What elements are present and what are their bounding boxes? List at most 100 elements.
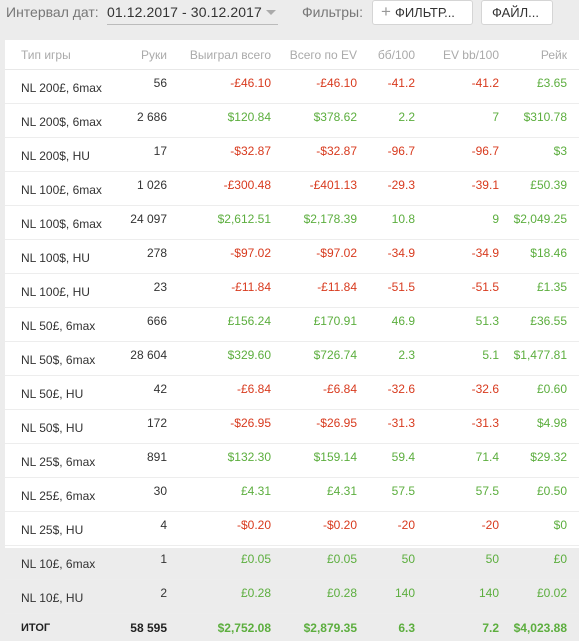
won-total-cell: -$32.87 bbox=[179, 138, 283, 172]
hands-cell: 2 686 bbox=[109, 104, 179, 138]
ev-bb-100-cell: 71.4 bbox=[427, 444, 511, 478]
hands-cell: 1 bbox=[109, 546, 179, 580]
won-total-cell: £4.31 bbox=[179, 478, 283, 512]
game-type-cell: ИТОГ bbox=[5, 614, 109, 641]
rake-cell: $4.98 bbox=[511, 410, 579, 444]
game-type-cell: NL 10£, HU bbox=[5, 580, 109, 614]
ev-bb-100-cell: 7.2 bbox=[427, 614, 511, 641]
ev-bb-100-cell: -41.2 bbox=[427, 70, 511, 104]
hands-cell: 56 bbox=[109, 70, 179, 104]
game-type-stats-table: Тип игры Руки Выиграл всего Всего по EV … bbox=[5, 40, 579, 641]
column-header-ev-bb-100[interactable]: EV bb/100 bbox=[427, 40, 511, 70]
hands-cell: 278 bbox=[109, 240, 179, 274]
column-header-total-ev[interactable]: Всего по EV bbox=[283, 40, 369, 70]
bb-100-cell: -32.6 bbox=[369, 376, 427, 410]
total-ev-cell: £0.05 bbox=[283, 546, 369, 580]
won-total-cell: $120.84 bbox=[179, 104, 283, 138]
total-ev-cell: -$0.20 bbox=[283, 512, 369, 546]
won-total-cell: -$26.95 bbox=[179, 410, 283, 444]
total-ev-cell: $726.74 bbox=[283, 342, 369, 376]
column-header-won-total[interactable]: Выиграл всего bbox=[179, 40, 283, 70]
game-type-cell: NL 100£, HU bbox=[5, 274, 109, 308]
hands-cell: 30 bbox=[109, 478, 179, 512]
ev-bb-100-cell: 50 bbox=[427, 546, 511, 580]
won-total-cell: $2,612.51 bbox=[179, 206, 283, 240]
hands-cell: 666 bbox=[109, 308, 179, 342]
won-total-cell: $132.30 bbox=[179, 444, 283, 478]
won-total-cell: -£11.84 bbox=[179, 274, 283, 308]
hands-cell: 891 bbox=[109, 444, 179, 478]
game-type-cell: NL 100£, 6max bbox=[5, 172, 109, 206]
bb-100-cell: 46.9 bbox=[369, 308, 427, 342]
won-total-cell: -£6.84 bbox=[179, 376, 283, 410]
rake-cell: $0 bbox=[511, 512, 579, 546]
total-ev-cell: -$97.02 bbox=[283, 240, 369, 274]
rake-cell: $29.32 bbox=[511, 444, 579, 478]
column-header-bb-100[interactable]: бб/100 bbox=[369, 40, 427, 70]
ev-bb-100-cell: -96.7 bbox=[427, 138, 511, 172]
bb-100-cell: 6.3 bbox=[369, 614, 427, 641]
game-type-cell: NL 200$, HU bbox=[5, 138, 109, 172]
hands-cell: 2 bbox=[109, 580, 179, 614]
hands-cell: 17 bbox=[109, 138, 179, 172]
game-type-cell: NL 50£, 6max bbox=[5, 308, 109, 342]
column-header-rake[interactable]: Рейк bbox=[511, 40, 579, 70]
date-range-value: 01.12.2017 - 30.12.2017 bbox=[107, 4, 262, 20]
ev-bb-100-cell: 5.1 bbox=[427, 342, 511, 376]
table-header-row: Тип игры Руки Выиграл всего Всего по EV … bbox=[5, 40, 579, 70]
file-button-label: ФАЙЛ... bbox=[492, 5, 539, 20]
ev-bb-100-cell: 51.3 bbox=[427, 308, 511, 342]
rake-cell: $1,477.81 bbox=[511, 342, 579, 376]
toolbar: Интервал дат: 01.12.2017 - 30.12.2017 Фи… bbox=[0, 0, 579, 30]
bb-100-cell: 10.8 bbox=[369, 206, 427, 240]
total-ev-cell: -£46.10 bbox=[283, 70, 369, 104]
won-total-cell: £0.05 bbox=[179, 546, 283, 580]
total-ev-cell: -$32.87 bbox=[283, 138, 369, 172]
column-header-hands[interactable]: Руки bbox=[109, 40, 179, 70]
total-ev-cell: -£11.84 bbox=[283, 274, 369, 308]
ev-bb-100-cell: 57.5 bbox=[427, 478, 511, 512]
total-ev-cell: -£401.13 bbox=[283, 172, 369, 206]
chevron-down-icon bbox=[266, 10, 276, 15]
bb-100-cell: 2.3 bbox=[369, 342, 427, 376]
bb-100-cell: -41.2 bbox=[369, 70, 427, 104]
date-range-picker[interactable]: 01.12.2017 - 30.12.2017 bbox=[107, 2, 278, 25]
game-type-cell: NL 25$, HU bbox=[5, 512, 109, 546]
game-type-cell: NL 10£, 6max bbox=[5, 546, 109, 580]
game-type-cell: NL 50$, 6max bbox=[5, 342, 109, 376]
column-header-game-type[interactable]: Тип игры bbox=[5, 40, 109, 70]
bb-100-cell: 50 bbox=[369, 546, 427, 580]
total-ev-cell: $2,178.39 bbox=[283, 206, 369, 240]
rake-cell: $310.78 bbox=[511, 104, 579, 138]
total-ev-cell: £0.28 bbox=[283, 580, 369, 614]
ev-bb-100-cell: 140 bbox=[427, 580, 511, 614]
total-ev-cell: $378.62 bbox=[283, 104, 369, 138]
filter-button[interactable]: +ФИЛЬТР... bbox=[372, 0, 473, 25]
rake-cell: $3 bbox=[511, 138, 579, 172]
file-button[interactable]: ФАЙЛ... bbox=[481, 0, 553, 25]
rake-cell: £0.60 bbox=[511, 376, 579, 410]
game-type-cell: NL 100$, HU bbox=[5, 240, 109, 274]
ev-bb-100-cell: -31.3 bbox=[427, 410, 511, 444]
won-total-cell: -$97.02 bbox=[179, 240, 283, 274]
total-ev-cell: $159.14 bbox=[283, 444, 369, 478]
total-ev-cell: £170.91 bbox=[283, 308, 369, 342]
rake-cell: £0.02 bbox=[511, 580, 579, 614]
